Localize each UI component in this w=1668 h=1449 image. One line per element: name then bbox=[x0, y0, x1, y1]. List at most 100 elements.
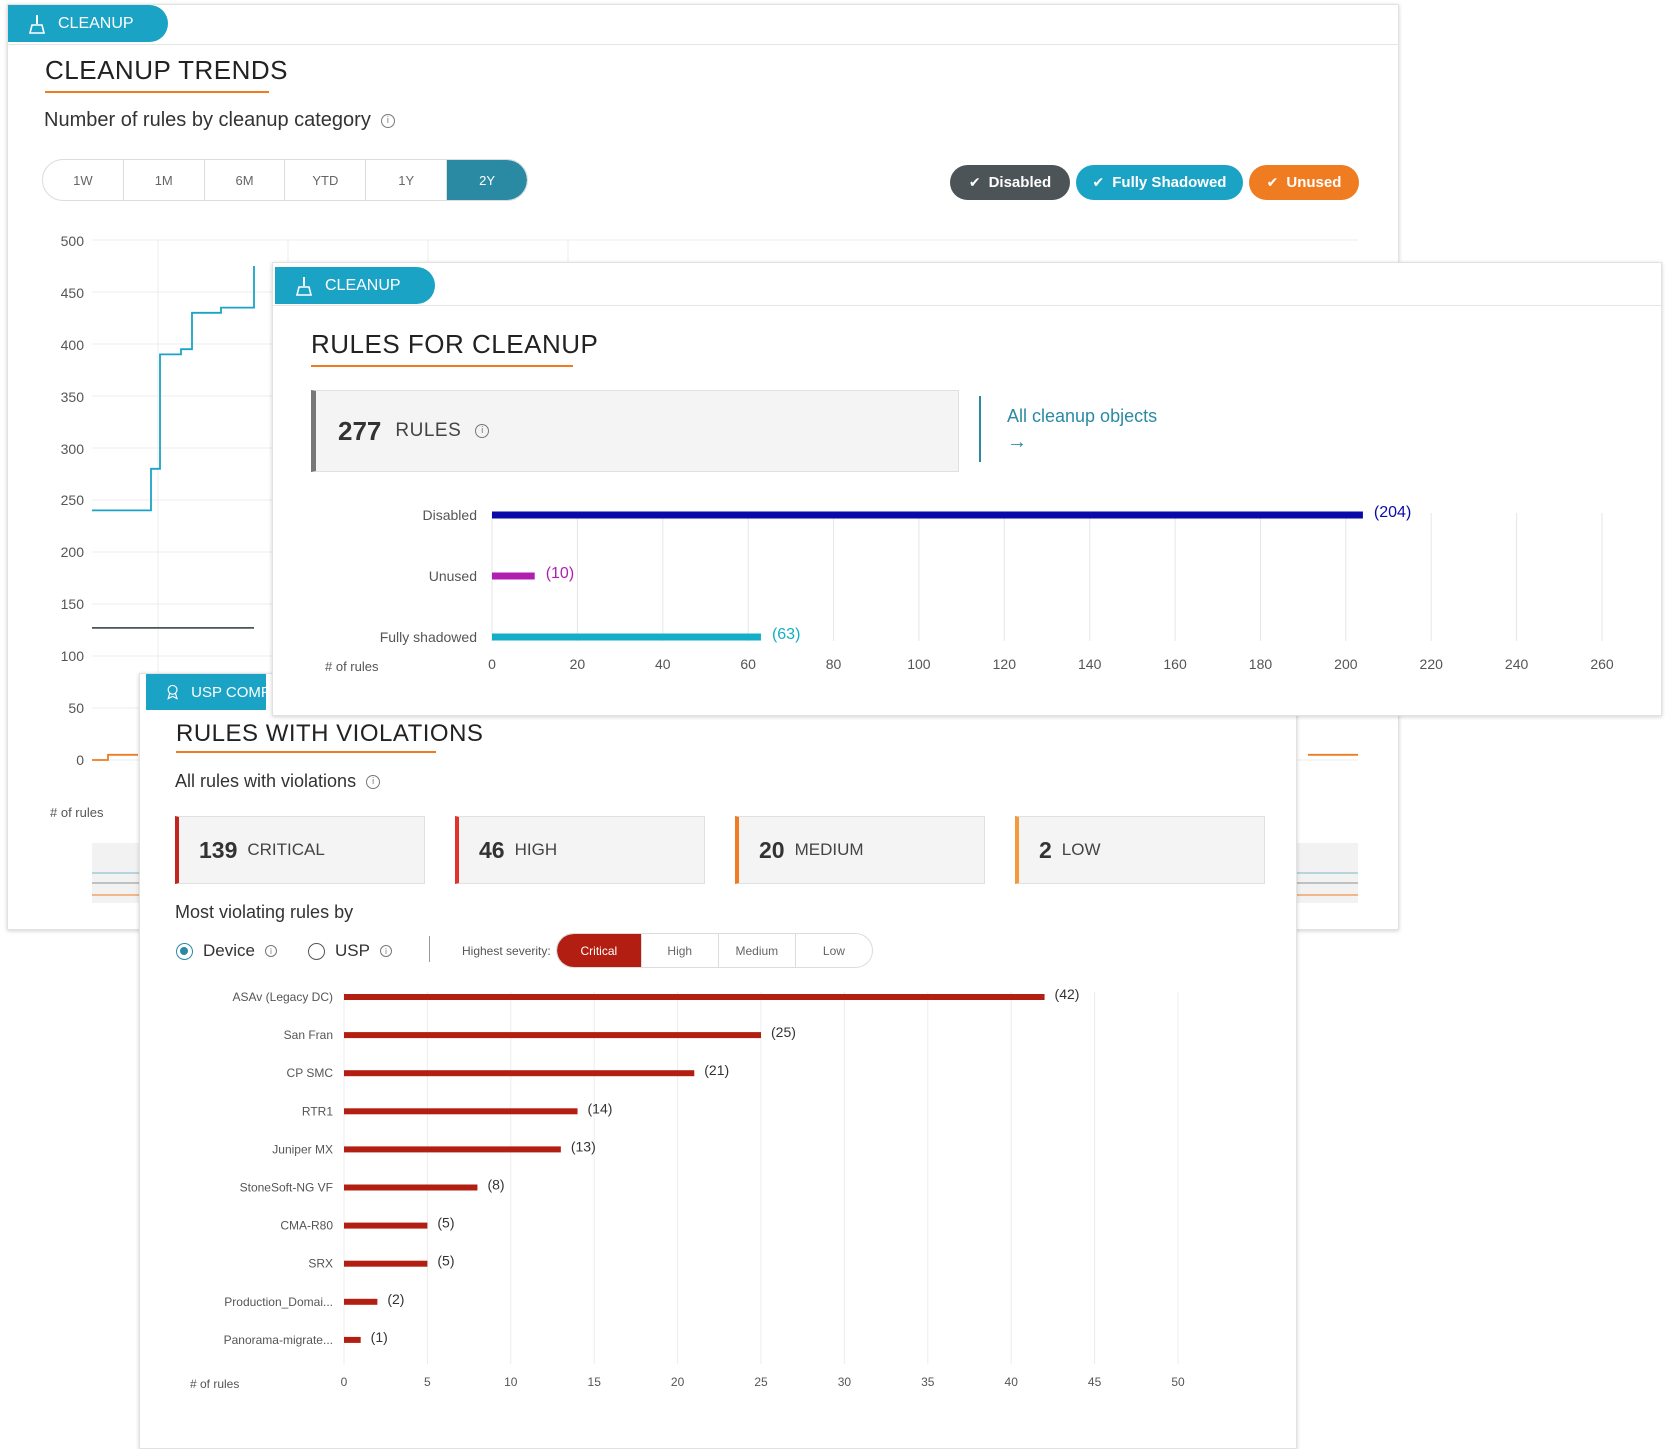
x-tick-label: 60 bbox=[740, 656, 756, 672]
cleanup-tag-label: CLEANUP bbox=[58, 14, 134, 32]
x-tick-label: 5 bbox=[424, 1375, 431, 1389]
title-underline bbox=[45, 91, 269, 93]
device-label: CMA-R80 bbox=[280, 1219, 333, 1233]
x-tick-label: 35 bbox=[921, 1375, 935, 1389]
medium-count: 20 bbox=[759, 836, 785, 863]
arrow-right-icon[interactable]: → bbox=[1007, 431, 1027, 453]
radio-divider bbox=[429, 936, 430, 962]
x-tick-label: 100 bbox=[907, 656, 931, 672]
x-tick-label: 10 bbox=[504, 1375, 518, 1389]
series-line-fully-shadowed bbox=[92, 266, 255, 512]
severity-low-box[interactable]: 2 LOW bbox=[1015, 816, 1265, 884]
high-count: 46 bbox=[479, 836, 505, 863]
x-tick-label: 240 bbox=[1505, 656, 1529, 672]
radio-usp-circle[interactable] bbox=[308, 942, 325, 960]
info-icon[interactable]: i bbox=[380, 113, 395, 128]
cleanup-tag: CLEANUP bbox=[8, 5, 168, 42]
page-title: CLEANUP TRENDS bbox=[45, 55, 288, 85]
violation-value-label: (8) bbox=[487, 1177, 504, 1193]
device-label: Production_Domai... bbox=[224, 1295, 333, 1309]
radio-usp[interactable]: USP i bbox=[308, 941, 392, 961]
violation-bar bbox=[344, 1336, 361, 1343]
range-ytd[interactable]: YTD bbox=[285, 160, 367, 200]
info-icon[interactable]: i bbox=[379, 945, 392, 957]
violation-value-label: (14) bbox=[588, 1100, 613, 1116]
check-icon: ✔ bbox=[1092, 174, 1105, 190]
range-1m[interactable]: 1M bbox=[124, 160, 205, 200]
range-1w[interactable]: 1W bbox=[43, 160, 124, 200]
x-tick-label: 220 bbox=[1420, 656, 1444, 672]
violation-value-label: (1) bbox=[371, 1329, 388, 1345]
cleanup-tag-label: CLEANUP bbox=[325, 276, 401, 294]
violation-bar bbox=[344, 1146, 561, 1153]
x-tick-label: 20 bbox=[570, 656, 586, 672]
x-tick-label: 25 bbox=[754, 1375, 768, 1389]
all-cleanup-objects-link[interactable]: All cleanup objects → bbox=[1007, 406, 1157, 454]
x-axis-label: # of rules bbox=[190, 1377, 239, 1391]
medium-label: MEDIUM bbox=[794, 840, 864, 859]
severity-low-button[interactable]: Low bbox=[822, 943, 845, 958]
radio-device-label: Device bbox=[203, 941, 255, 960]
award-icon bbox=[167, 684, 178, 700]
filter-unused[interactable]: ✔ Unused bbox=[1249, 165, 1359, 200]
severity-high-box[interactable]: 46 HIGH bbox=[455, 816, 705, 884]
info-icon[interactable]: i bbox=[366, 774, 381, 789]
low-label: LOW bbox=[1061, 840, 1101, 859]
usp-compliance-tag: USP COMPLIA bbox=[146, 674, 266, 710]
x-tick-label: 0 bbox=[341, 1375, 348, 1389]
range-2y[interactable]: 2Y bbox=[447, 160, 527, 200]
series-line-unused bbox=[92, 753, 138, 761]
range-1y[interactable]: 1Y bbox=[366, 160, 448, 200]
bar-category-label: Fully shadowed bbox=[380, 629, 477, 645]
info-icon[interactable]: i bbox=[264, 945, 277, 957]
violation-bar bbox=[344, 1070, 695, 1077]
device-label: Juniper MX bbox=[272, 1142, 333, 1156]
x-tick-label: 15 bbox=[588, 1375, 602, 1389]
violation-value-label: (25) bbox=[771, 1024, 796, 1040]
title-underline bbox=[311, 365, 573, 367]
x-tick-label: 20 bbox=[671, 1375, 685, 1389]
tag-divider bbox=[8, 44, 1398, 45]
device-label: StoneSoft-NG VF bbox=[240, 1181, 333, 1195]
severity-critical-box[interactable]: 139 CRITICAL bbox=[175, 816, 425, 884]
total-rules-box[interactable]: 277 RULES i bbox=[311, 390, 959, 472]
severity-critical-button[interactable]: Critical bbox=[557, 934, 642, 967]
critical-count: 139 bbox=[199, 836, 238, 863]
x-tick-label: 45 bbox=[1088, 1375, 1102, 1389]
cleanup-tag: CLEANUP bbox=[275, 267, 435, 304]
severity-high-button[interactable]: High bbox=[642, 934, 719, 967]
filter-fully-shadowed[interactable]: ✔ Fully Shadowed bbox=[1076, 165, 1243, 200]
violation-value-label: (2) bbox=[387, 1291, 404, 1307]
radio-device-circle[interactable] bbox=[176, 942, 193, 960]
y-tick-400: 400 bbox=[60, 337, 84, 353]
tag-divider bbox=[273, 305, 1661, 306]
x-tick-label: 180 bbox=[1249, 656, 1273, 672]
filter-disabled[interactable]: ✔ Disabled bbox=[950, 165, 1070, 200]
violations-title: RULES WITH VIOLATIONS bbox=[176, 720, 484, 747]
trends-subtitle: Number of rules by cleanup category i bbox=[44, 109, 395, 132]
check-icon: ✔ bbox=[968, 174, 981, 190]
usp-tag-label: USP COMPLIA bbox=[191, 683, 266, 701]
filter-fully-shadowed-label: Fully Shadowed bbox=[1112, 174, 1227, 191]
severity-medium-box[interactable]: 20 MEDIUM bbox=[735, 816, 985, 884]
rules-with-violations-card: USP COMPLIA RULES WITH VIOLATIONS All ru… bbox=[139, 673, 1297, 1449]
filter-unused-label: Unused bbox=[1286, 174, 1342, 191]
check-icon: ✔ bbox=[1266, 174, 1279, 190]
x-tick-label: 160 bbox=[1163, 656, 1187, 672]
severity-medium-button[interactable]: Medium bbox=[719, 934, 796, 967]
cleanup-title: RULES FOR CLEANUP bbox=[311, 329, 599, 359]
rules-for-cleanup-card: CLEANUP RULES FOR CLEANUP 277 RULES i Al… bbox=[272, 262, 1662, 716]
bar-unused bbox=[492, 572, 535, 580]
radio-device[interactable]: Device i bbox=[176, 941, 277, 961]
info-icon[interactable]: i bbox=[475, 424, 490, 438]
time-range-selector: 1W 1M 6M YTD 1Y 2Y bbox=[42, 159, 528, 201]
y-tick-50: 50 bbox=[68, 700, 84, 716]
trends-subtitle-text: Number of rules by cleanup category bbox=[44, 109, 371, 131]
total-rules-label: RULES bbox=[395, 420, 462, 441]
all-cleanup-objects-text[interactable]: All cleanup objects bbox=[1007, 406, 1158, 426]
x-tick-label: 40 bbox=[655, 656, 671, 672]
device-label: CP SMC bbox=[287, 1066, 334, 1080]
bar-disabled bbox=[492, 511, 1363, 519]
device-label: ASAv (Legacy DC) bbox=[233, 990, 333, 1004]
range-6m[interactable]: 6M bbox=[205, 160, 286, 200]
